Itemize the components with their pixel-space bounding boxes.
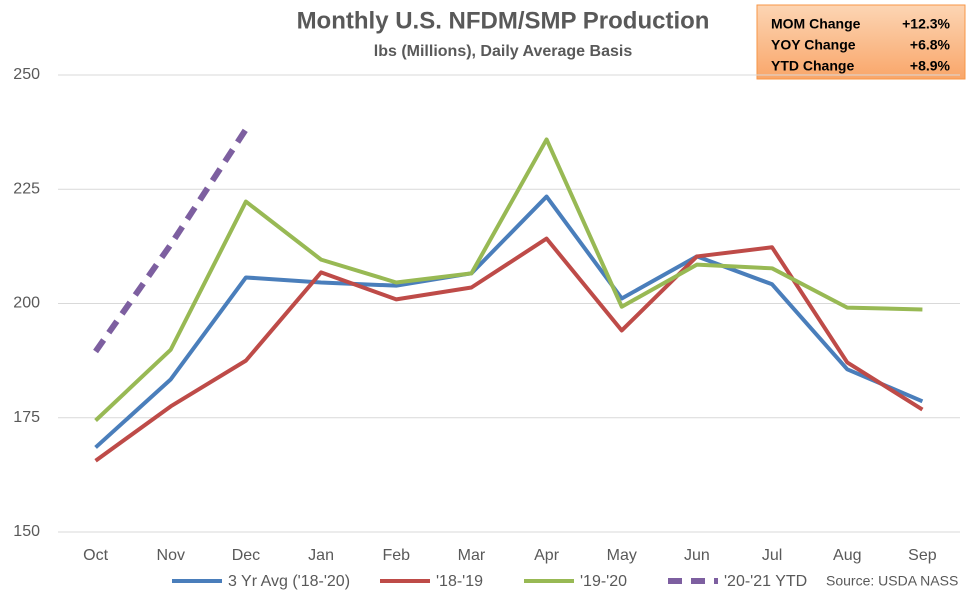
info-label: YTD Change <box>771 58 854 74</box>
y-tick-label: 250 <box>13 66 40 83</box>
x-tick-label: Jan <box>308 547 334 564</box>
x-tick-label: Mar <box>458 547 486 564</box>
legend-label: '18-'19 <box>436 573 483 590</box>
x-tick-label: Apr <box>534 547 560 564</box>
y-tick-label: 225 <box>13 180 40 197</box>
legend-label: '20-'21 YTD <box>724 573 807 590</box>
series-line <box>94 137 923 422</box>
series-line <box>94 236 924 463</box>
y-tick-label: 150 <box>13 523 40 540</box>
x-tick-label: Jul <box>762 547 782 564</box>
info-label: MOM Change <box>771 16 861 32</box>
legend-label: 3 Yr Avg ('18-'20) <box>228 573 350 590</box>
x-tick-label: Nov <box>157 547 185 564</box>
x-tick-label: Dec <box>232 547 260 564</box>
chart-title: Monthly U.S. NFDM/SMP Production <box>297 7 710 34</box>
source: Source: USDA NASS <box>826 573 958 589</box>
series-line <box>94 194 924 449</box>
chart-subtitle: lbs (Millions), Daily Average Basis <box>374 43 633 60</box>
x-tick-label: Aug <box>833 547 861 564</box>
y-tick-label: 200 <box>13 295 40 312</box>
info-value: +12.3% <box>902 16 950 32</box>
info-value: +6.8% <box>910 37 951 53</box>
x-tick-label: Jun <box>684 547 710 564</box>
x-tick-label: Sep <box>908 547 937 564</box>
series-line <box>93 127 249 354</box>
x-tick-label: Feb <box>382 547 410 564</box>
info-box <box>756 4 966 80</box>
x-tick-label: Oct <box>83 547 108 564</box>
legend-label: '19-'20 <box>580 573 627 590</box>
x-tick-label: May <box>607 547 637 564</box>
info-label: YOY Change <box>771 37 856 53</box>
y-tick-label: 175 <box>13 409 40 426</box>
info-value: +8.9% <box>910 58 951 74</box>
